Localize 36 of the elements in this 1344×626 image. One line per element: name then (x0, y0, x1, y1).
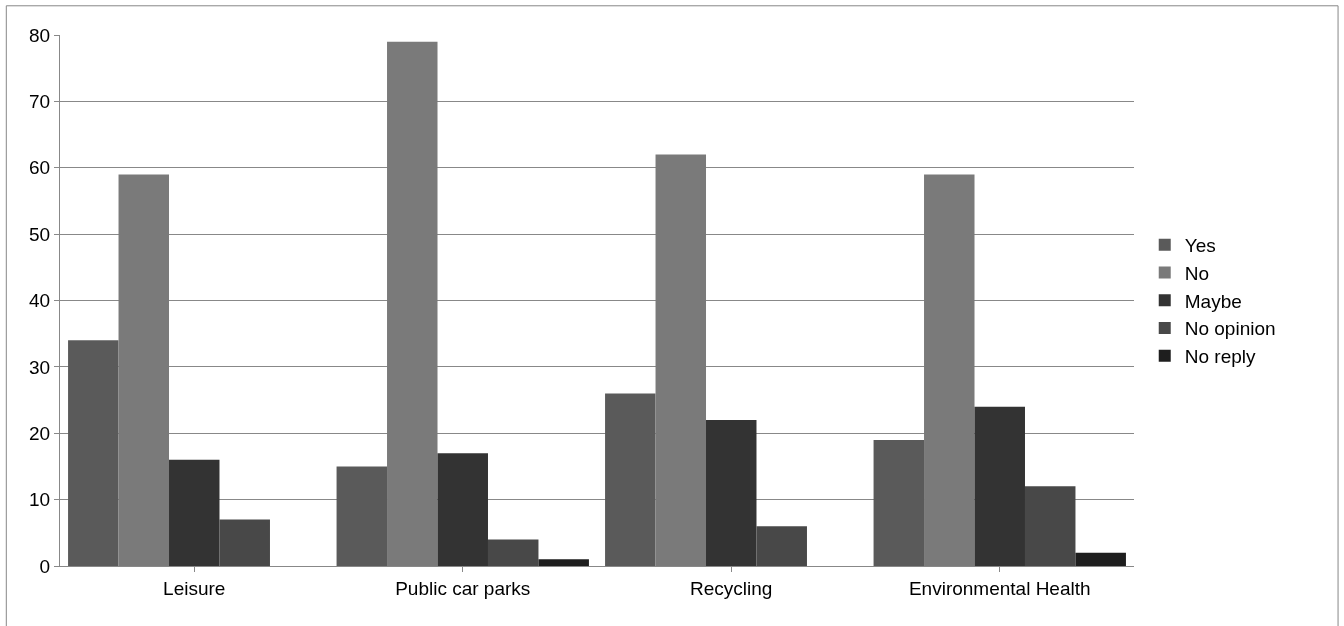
y-tick-label: 70 (29, 91, 51, 113)
x-tick-label: Recycling (690, 577, 773, 599)
bar (118, 174, 170, 566)
legend-label: No reply (1184, 346, 1256, 368)
y-tick-label: 40 (29, 290, 51, 312)
legend-label: Yes (1184, 235, 1216, 257)
bar (706, 419, 757, 566)
x-tick-label: Public car parks (395, 577, 531, 599)
y-tick-label: 10 (29, 489, 51, 511)
bar (219, 519, 270, 566)
bar (487, 539, 539, 566)
bar (1075, 552, 1126, 566)
bar (169, 459, 220, 566)
bar (1024, 486, 1076, 566)
y-tick-label: 30 (29, 356, 51, 378)
bar (655, 154, 707, 566)
y-tick-label: 80 (29, 24, 51, 46)
bar (336, 466, 388, 566)
x-tick-label: Environmental Health (908, 577, 1091, 599)
bar (924, 174, 975, 566)
legend-label: Maybe (1184, 290, 1242, 312)
bar (756, 526, 807, 566)
x-tick-label: Leisure (163, 577, 226, 599)
legend-label: No opinion (1184, 318, 1276, 340)
bar (873, 439, 925, 566)
bar (68, 340, 119, 566)
y-tick-label: 50 (29, 223, 51, 245)
bar (437, 453, 488, 566)
bar (538, 559, 589, 566)
legend-label: No (1184, 262, 1210, 284)
bar (974, 406, 1025, 566)
bar (387, 41, 438, 566)
bar (605, 393, 656, 566)
y-tick-label: 0 (39, 555, 51, 577)
y-tick-label: 60 (29, 157, 51, 179)
y-tick-label: 20 (29, 422, 51, 444)
